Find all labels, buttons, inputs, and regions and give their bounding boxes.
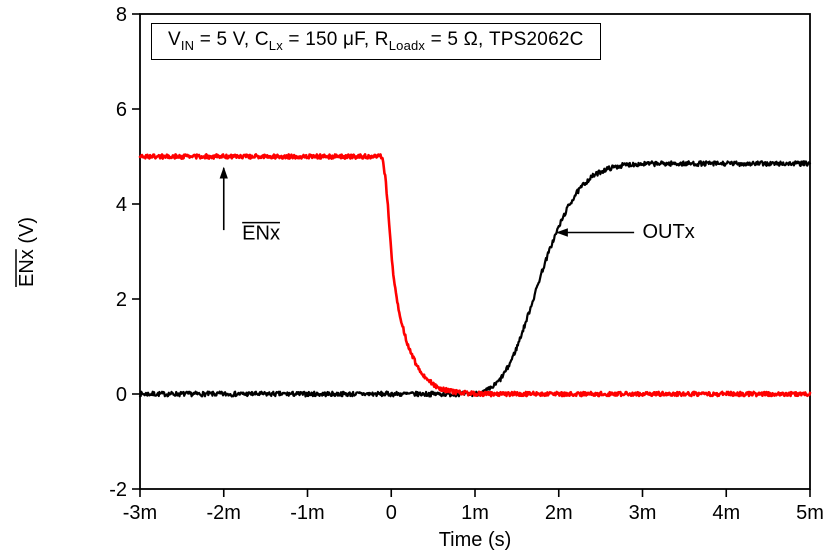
series-enx-trace — [138, 153, 812, 398]
x-axis-label: Time (s) — [439, 529, 512, 551]
plot-frame: -3m -2m -1m 0 1m 2m 3m 4m 5m -2 0 2 4 6 8 — [109, 4, 824, 524]
conditions-text: = 150 μF, R — [282, 29, 389, 50]
test-conditions-label: VIN = 5 V, CLx = 150 μF, RLoadx = 5 Ω, T… — [151, 23, 601, 60]
y-tick-label: 6 — [116, 99, 127, 121]
y-axis-label-units: (V) — [16, 217, 38, 249]
x-tick-label: -3m — [123, 502, 157, 524]
conditions-subscript: Loadx — [388, 37, 426, 53]
y-tick-label: 4 — [116, 194, 127, 216]
y-tick-label: -2 — [109, 479, 127, 501]
x-tick-label: 3m — [629, 502, 657, 524]
conditions-subscript: IN — [180, 37, 195, 53]
enx-label: ENx — [242, 223, 280, 245]
outx-label: OUTx — [643, 221, 695, 243]
x-tick-label: -2m — [207, 502, 241, 524]
y-tick-label: 8 — [116, 4, 127, 26]
conditions-text: V — [168, 29, 181, 50]
svg-text:ENx (V): ENx (V) — [16, 217, 38, 287]
series-layer — [138, 153, 812, 398]
y-axis-label-overlined-part: ENx — [16, 249, 38, 287]
x-tick-label: 5m — [796, 502, 824, 524]
y-tick-label: 0 — [116, 384, 127, 406]
conditions-subscript: Lx — [268, 37, 283, 53]
x-tick-label: 0 — [386, 502, 397, 524]
x-tick-label: 2m — [545, 502, 573, 524]
x-tick-label: -1m — [290, 502, 324, 524]
plot-border — [139, 13, 811, 490]
conditions-text: = 5 V, C — [194, 29, 269, 50]
x-tick-label: 4m — [712, 502, 740, 524]
y-tick-label: 2 — [116, 289, 127, 311]
x-tick-label: 1m — [461, 502, 489, 524]
y-axis-label: ENx (V) — [15, 217, 38, 288]
annotation-layer: ENx OUTx — [219, 166, 695, 245]
series-outx-trace — [138, 160, 812, 398]
conditions-text: = 5 Ω, TPS2062C — [425, 29, 584, 50]
